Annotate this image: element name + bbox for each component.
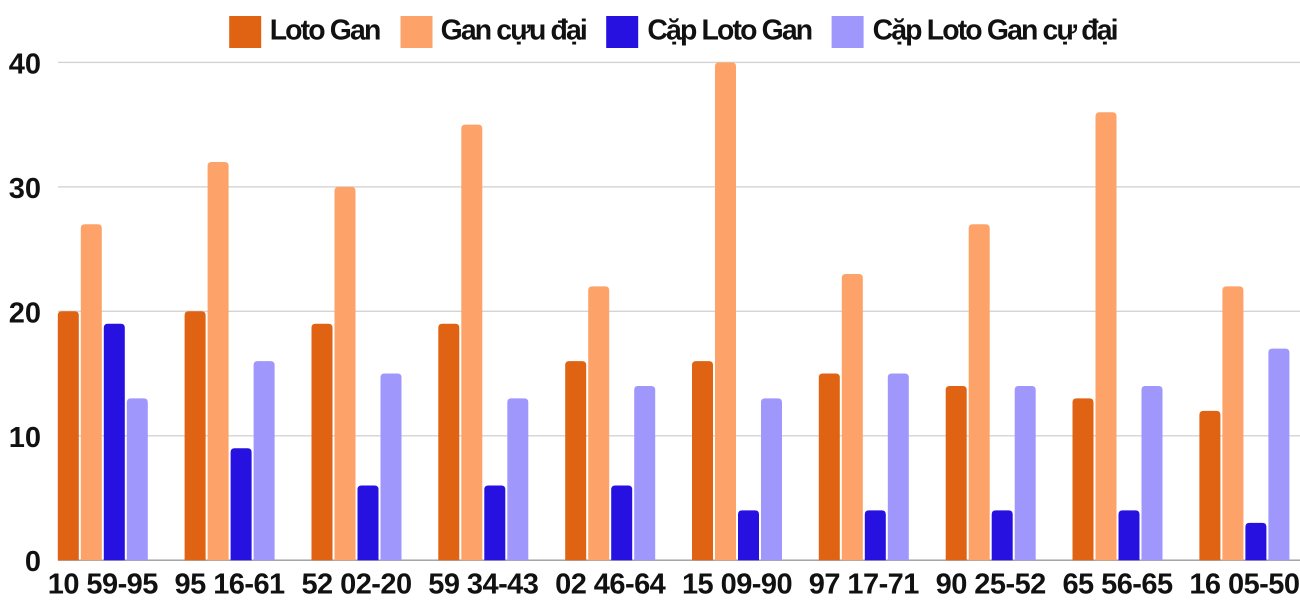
svg-text:Cặp Loto Gan cự đại: Cặp Loto Gan cự đại: [873, 15, 1117, 47]
svg-text:02 46-64: 02 46-64: [555, 569, 666, 600]
svg-text:65 56-65: 65 56-65: [1062, 569, 1173, 600]
svg-text:30: 30: [9, 173, 41, 205]
svg-text:15 09-90: 15 09-90: [682, 569, 792, 600]
svg-text:52 02-20: 52 02-20: [301, 569, 411, 600]
svg-text:0: 0: [25, 546, 41, 578]
svg-text:10 59-95: 10 59-95: [48, 569, 159, 600]
svg-text:59 34-43: 59 34-43: [428, 569, 539, 600]
svg-text:Loto Gan: Loto Gan: [270, 15, 380, 47]
svg-text:90 25-52: 90 25-52: [936, 569, 1046, 600]
svg-text:40: 40: [9, 48, 41, 80]
svg-text:20: 20: [9, 297, 41, 329]
svg-text:16 05-50: 16 05-50: [1189, 569, 1299, 600]
svg-text:95 16-61: 95 16-61: [175, 569, 286, 600]
svg-text:Gan cựu đại: Gan cựu đại: [441, 15, 586, 47]
svg-text:Cặp Loto Gan: Cặp Loto Gan: [647, 15, 811, 47]
svg-text:10: 10: [9, 422, 41, 454]
svg-text:97 17-71: 97 17-71: [809, 569, 920, 600]
